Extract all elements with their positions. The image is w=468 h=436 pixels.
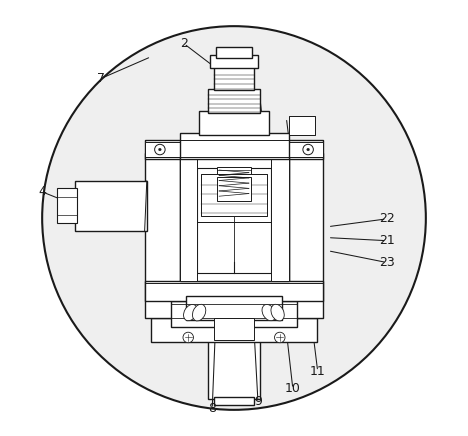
Text: 22: 22 xyxy=(379,212,395,225)
Bar xyxy=(216,47,252,58)
Bar xyxy=(288,116,314,135)
Circle shape xyxy=(307,148,309,151)
Bar xyxy=(180,157,288,281)
Bar xyxy=(171,301,297,327)
Circle shape xyxy=(303,144,314,155)
Bar xyxy=(214,318,254,340)
Circle shape xyxy=(183,332,193,343)
Bar xyxy=(186,296,282,320)
Bar xyxy=(210,55,258,68)
Circle shape xyxy=(42,26,426,410)
Ellipse shape xyxy=(183,304,197,321)
Text: 8: 8 xyxy=(208,402,216,416)
Bar xyxy=(75,181,147,231)
Bar xyxy=(145,153,180,318)
Bar xyxy=(186,296,282,320)
Bar xyxy=(217,167,251,174)
Bar xyxy=(208,89,260,113)
Bar xyxy=(210,55,258,68)
Bar xyxy=(58,188,77,223)
Bar xyxy=(145,140,323,159)
Bar xyxy=(288,142,323,157)
Bar xyxy=(197,168,271,272)
Ellipse shape xyxy=(192,304,206,321)
Bar xyxy=(217,177,251,201)
Bar xyxy=(199,111,269,135)
Ellipse shape xyxy=(262,304,276,321)
Bar xyxy=(288,116,314,135)
Circle shape xyxy=(275,332,285,343)
Bar xyxy=(288,153,323,318)
Bar xyxy=(208,340,260,399)
Bar xyxy=(145,142,180,157)
Bar xyxy=(145,281,323,301)
Bar xyxy=(145,281,323,301)
Text: 4: 4 xyxy=(38,185,46,198)
Bar xyxy=(151,318,317,342)
Text: 9: 9 xyxy=(254,395,262,409)
Bar xyxy=(288,142,323,157)
Bar xyxy=(145,142,180,157)
Bar xyxy=(171,301,297,327)
Circle shape xyxy=(154,144,165,155)
Ellipse shape xyxy=(271,304,284,321)
Bar xyxy=(214,397,254,405)
Bar xyxy=(201,174,267,216)
Bar xyxy=(199,111,269,135)
Bar xyxy=(201,174,267,216)
Text: 11: 11 xyxy=(310,365,326,378)
Bar xyxy=(214,66,254,90)
Bar xyxy=(180,133,288,159)
Bar xyxy=(75,181,147,231)
Bar xyxy=(180,157,288,281)
Bar xyxy=(180,133,288,159)
Text: 10: 10 xyxy=(285,382,301,395)
Circle shape xyxy=(159,148,161,151)
Bar xyxy=(271,157,288,281)
Bar xyxy=(145,153,180,318)
Bar xyxy=(208,89,260,113)
Bar xyxy=(151,318,317,342)
Text: 7: 7 xyxy=(97,72,105,85)
Bar xyxy=(271,157,288,281)
Bar xyxy=(288,153,323,318)
Text: 2: 2 xyxy=(180,37,188,50)
Text: 23: 23 xyxy=(379,256,395,269)
Bar xyxy=(145,140,323,159)
Bar xyxy=(180,157,197,281)
Bar xyxy=(180,157,197,281)
Text: 21: 21 xyxy=(379,234,395,247)
